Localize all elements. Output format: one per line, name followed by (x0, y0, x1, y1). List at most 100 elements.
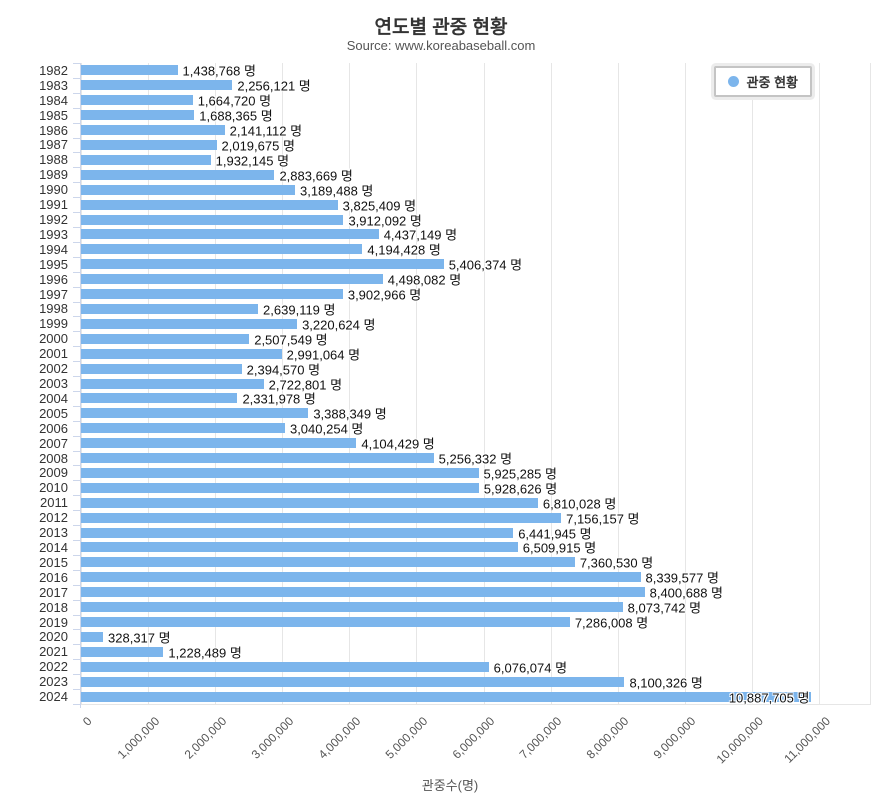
bar[interactable] (81, 467, 479, 478)
y-axis-tick (73, 540, 80, 542)
bar[interactable] (81, 482, 479, 493)
bar[interactable] (81, 438, 357, 449)
bar[interactable] (81, 453, 434, 464)
y-axis-tick (73, 212, 80, 214)
bar-value-label: 7,360,530 명 (579, 555, 654, 571)
gridline (416, 63, 418, 704)
bar[interactable] (81, 139, 217, 150)
bar[interactable] (81, 303, 259, 314)
bar[interactable] (81, 214, 344, 225)
bar-value-label: 8,073,742 명 (627, 600, 702, 616)
y-axis-tick (73, 77, 80, 79)
bar[interactable] (81, 661, 489, 672)
y-axis-tick (73, 599, 80, 601)
bar[interactable] (81, 497, 538, 508)
gridline (819, 63, 820, 704)
bar-value-label: 6,509,915 명 (522, 540, 597, 556)
bar[interactable] (81, 154, 211, 165)
bar[interactable] (81, 512, 562, 523)
bar[interactable] (81, 557, 575, 568)
bar[interactable] (81, 184, 295, 195)
bar[interactable] (81, 333, 250, 344)
y-axis-tick (73, 271, 80, 273)
y-axis-tick (73, 361, 80, 363)
bar[interactable] (81, 423, 285, 434)
bar[interactable] (81, 65, 178, 76)
bar-value-label: 2,394,570 명 (246, 362, 321, 378)
bar-value-label: 6,810,028 명 (542, 496, 617, 512)
y-axis-tick (73, 182, 80, 184)
bar[interactable] (81, 676, 625, 687)
bar[interactable] (81, 318, 298, 329)
bar[interactable] (81, 602, 623, 613)
y-axis-tick (73, 689, 80, 691)
bar[interactable] (81, 617, 570, 627)
x-tick-label: 5,000,000 (382, 714, 431, 762)
bar[interactable] (81, 125, 225, 136)
y-axis-tick (73, 167, 80, 169)
y-axis-tick (73, 346, 80, 348)
year-label: 2003 (39, 376, 68, 391)
bar-value-label: 3,388,349 명 (313, 406, 387, 422)
bar-value-label: 5,256,332 명 (438, 451, 513, 467)
legend-marker-icon (727, 76, 739, 87)
bar[interactable] (81, 348, 282, 359)
year-label: 2020 (39, 629, 68, 645)
y-axis-tick (73, 569, 80, 571)
bar-value-label: 3,220,624 명 (302, 317, 376, 333)
bar-value-label: 4,194,428 명 (367, 242, 441, 258)
bar-value-label: 8,100,326 명 (629, 675, 703, 691)
bar[interactable] (81, 527, 514, 538)
year-label: 2021 (39, 644, 68, 660)
bar[interactable] (81, 378, 264, 389)
y-axis-tick (73, 435, 80, 437)
bar-value-label: 1,664,720 명 (197, 93, 272, 109)
gridline (751, 63, 753, 704)
year-label: 1990 (39, 182, 68, 198)
bar-value-label: 1,688,365 명 (199, 108, 273, 124)
bar[interactable] (81, 110, 195, 121)
bar[interactable] (81, 199, 338, 210)
x-tick-label: 1,000,000 (114, 714, 162, 762)
bar[interactable] (81, 274, 383, 285)
x-tick-label: 11,000,000 (781, 714, 833, 766)
bar[interactable] (81, 542, 518, 553)
year-label: 2001 (39, 346, 68, 362)
y-axis-tick (73, 92, 80, 94)
y-axis-tick (73, 301, 80, 303)
gridline (349, 63, 351, 704)
bar[interactable] (81, 229, 379, 240)
bar[interactable] (81, 587, 645, 598)
bar[interactable] (81, 289, 343, 300)
bar[interactable] (81, 80, 233, 91)
y-axis-line (80, 63, 81, 708)
bar[interactable] (81, 631, 104, 642)
bar[interactable] (81, 408, 309, 419)
bar-value-label: 2,256,121 명 (237, 78, 311, 94)
bar[interactable] (81, 393, 238, 404)
year-label: 1989 (39, 167, 68, 183)
bar[interactable] (81, 572, 641, 583)
year-label: 1999 (39, 316, 68, 332)
year-label: 2019 (39, 614, 68, 630)
bar[interactable] (81, 691, 812, 702)
bar-value-label: 3,825,409 명 (342, 198, 417, 214)
y-axis-tick (73, 674, 80, 676)
chart-subtitle: Source: www.koreabaseball.com (346, 38, 536, 53)
year-label: 2012 (39, 510, 68, 526)
bar[interactable] (81, 244, 363, 255)
legend[interactable]: 관중 현황 (713, 66, 812, 97)
x-tick-label: 4,000,000 (315, 714, 364, 762)
gridline (282, 63, 284, 704)
bar[interactable] (81, 95, 193, 106)
y-axis-tick (73, 137, 80, 139)
y-axis-tick (73, 286, 80, 288)
bar[interactable] (81, 646, 164, 657)
year-label: 1984 (39, 92, 68, 108)
y-axis-tick (73, 390, 80, 392)
bar-value-label: 3,902,966 명 (347, 287, 422, 303)
bar[interactable] (81, 169, 275, 180)
bar[interactable] (81, 259, 444, 270)
bar[interactable] (81, 363, 242, 374)
